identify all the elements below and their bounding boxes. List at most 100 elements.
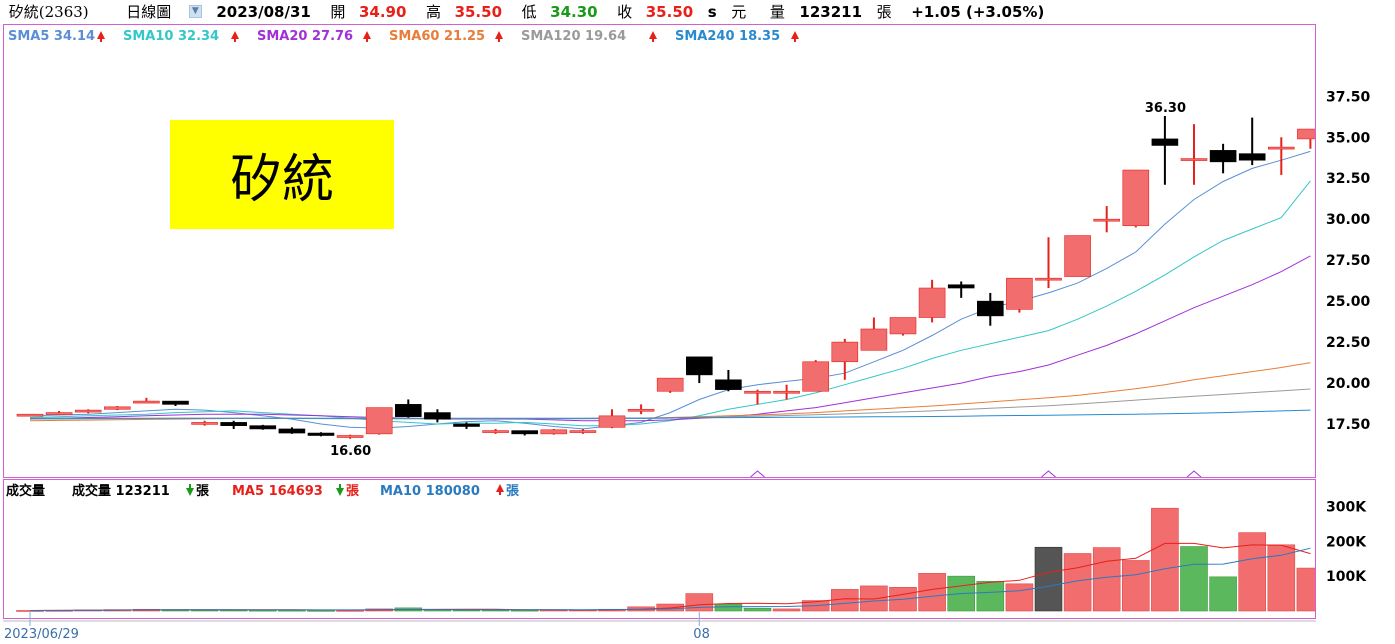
candle — [540, 428, 568, 435]
legend-sma60: SMA60 21.25 — [389, 29, 485, 44]
price-annotation: 16.60 — [330, 444, 371, 459]
period-label: 日線圖 — [126, 3, 172, 21]
candle — [598, 409, 626, 429]
candle-body — [453, 423, 480, 427]
sma-line-sma20 — [29, 255, 1311, 422]
legend-sma20: SMA20 27.76 — [257, 29, 353, 44]
volume-bar — [743, 607, 772, 612]
y-tick-label: 30.00 — [1326, 212, 1371, 228]
candle — [976, 292, 1004, 326]
candle-body — [104, 406, 131, 410]
volume-ma10-unit: 張 — [506, 484, 520, 499]
signal-marker — [750, 470, 765, 477]
volume-tick-label: 300K — [1326, 499, 1367, 515]
volume-chart[interactable]: 成交量 成交量 123211 張 MA5 164693 張 MA10 180080 張 — [4, 480, 1315, 618]
open-value: 34.90 — [358, 3, 407, 21]
candle — [133, 397, 160, 404]
candle — [715, 369, 742, 392]
legend-sma120: SMA120 19.64 — [521, 29, 626, 44]
candle — [1209, 143, 1237, 174]
volume-bar — [976, 581, 1005, 612]
up-arrow-icon — [649, 31, 657, 42]
candle — [307, 432, 335, 437]
down-arrow-icon — [186, 484, 194, 496]
candle — [656, 377, 684, 393]
high-value: 35.50 — [454, 3, 503, 21]
candle-body — [133, 400, 160, 404]
legend-sma10: SMA10 32.34 — [123, 29, 219, 44]
candle-body — [511, 430, 539, 435]
candle-body — [540, 429, 568, 435]
candle — [569, 428, 597, 434]
volume-chart-panel[interactable]: 成交量 成交量 123211 張 MA5 164693 張 MA10 180080 張 — [3, 479, 1316, 619]
candle-body — [1268, 146, 1295, 150]
signal-marker — [1186, 470, 1202, 477]
quote-date: 2023/08/31 — [216, 3, 311, 21]
candle — [1006, 277, 1033, 313]
candle-body — [889, 317, 917, 335]
volume-title: 成交量 — [6, 483, 45, 499]
volume-tick-label: 200K — [1326, 534, 1367, 550]
volume-ma10-line — [29, 547, 1311, 611]
candle-body — [569, 430, 597, 433]
price-chart-panel[interactable]: SMA5 34.14 SMA10 32.34 SMA20 27.76 SMA60 21… — [3, 24, 1316, 478]
candle — [1297, 128, 1315, 149]
candle — [1180, 124, 1208, 185]
x-tick-label: 2023/06/29 — [4, 627, 79, 642]
candle — [1122, 169, 1150, 228]
candle-body — [976, 300, 1004, 317]
candle — [365, 407, 393, 435]
y-tick-label: 25.00 — [1326, 294, 1371, 310]
signal-marker — [1041, 470, 1056, 477]
candle — [394, 399, 422, 418]
volume-value: 123211 — [799, 3, 863, 21]
sma-legend: SMA5 34.14 SMA10 32.34 SMA20 27.76 SMA60 21… — [8, 29, 799, 44]
candle-body — [1238, 153, 1266, 161]
candle-body — [918, 287, 946, 318]
candle-body — [162, 400, 189, 405]
candle — [482, 428, 509, 434]
close-label: 收 — [617, 3, 633, 21]
up-arrow-icon — [496, 484, 504, 495]
open-label: 開 — [330, 3, 346, 21]
candle-body — [365, 407, 393, 435]
y-tick-label: 27.50 — [1326, 253, 1371, 269]
candle-body — [1035, 277, 1062, 281]
candle — [191, 420, 218, 426]
period-dropdown-icon[interactable]: ▼ — [188, 5, 202, 18]
candle-body — [307, 432, 335, 436]
candle-body — [424, 412, 451, 420]
candle-body — [1006, 277, 1033, 310]
price-chart[interactable]: SMA5 34.14 SMA10 32.34 SMA20 27.76 SMA60 21… — [4, 25, 1315, 477]
volume-ma5: MA5 164693 — [232, 484, 323, 499]
y-tick-label: 32.50 — [1326, 171, 1371, 187]
stock-name-stamp: 矽統 — [170, 120, 394, 229]
candle — [511, 430, 539, 436]
candle — [1064, 235, 1091, 277]
candle — [889, 317, 917, 336]
y-tick-label: 17.50 — [1326, 417, 1371, 433]
candle — [627, 404, 655, 415]
candle-body — [1122, 169, 1150, 227]
volume-bar — [714, 603, 743, 612]
down-arrow-icon — [336, 484, 344, 496]
candle-body — [249, 425, 277, 430]
candle — [1151, 115, 1179, 185]
candle-body — [336, 435, 364, 438]
volume-bar — [1005, 583, 1034, 612]
candle-body — [482, 430, 509, 433]
volume-bar — [830, 589, 859, 612]
legend-sma5: SMA5 34.14 — [8, 29, 95, 44]
candle-body — [1180, 158, 1208, 161]
y-tick-label: 37.50 — [1326, 89, 1371, 105]
volume-bar — [1296, 567, 1315, 612]
volume-unit: 張 — [196, 484, 210, 499]
candle-body — [947, 284, 975, 289]
candle-body — [45, 412, 73, 415]
candle — [278, 427, 306, 434]
currency-label: 元 — [731, 3, 747, 21]
sma-line-sma240 — [30, 409, 1311, 419]
volume-bar — [918, 573, 946, 612]
candle-body — [773, 390, 800, 394]
volume-bar — [1034, 546, 1063, 612]
